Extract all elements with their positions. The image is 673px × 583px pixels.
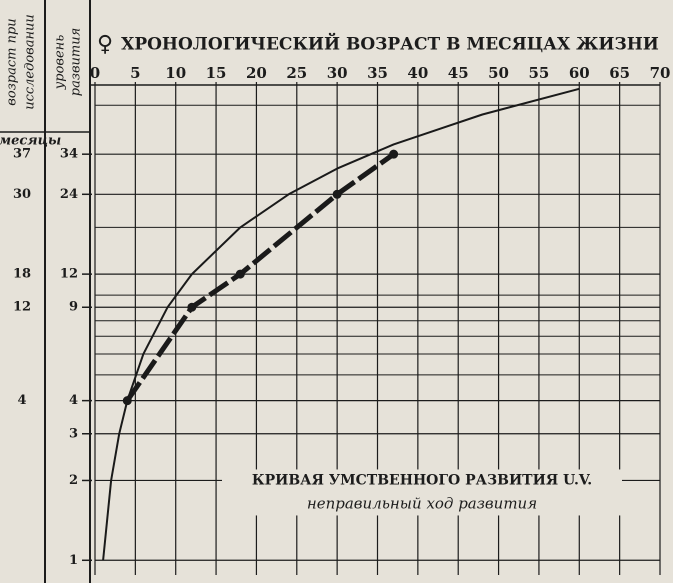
x-tick-label: 15 [206, 64, 227, 82]
column-header: развития [69, 28, 84, 96]
x-tick-label: 10 [165, 64, 186, 82]
x-tick-label: 40 [407, 64, 428, 82]
exam-age-label: 18 [13, 267, 31, 282]
x-tick-label: 70 [650, 64, 671, 82]
exam-age-label: 37 [13, 147, 31, 162]
annotation-background [222, 469, 622, 516]
column-header: уровень [53, 35, 68, 91]
x-tick-label: 35 [367, 64, 388, 82]
x-tick-label: 30 [327, 64, 348, 82]
exam-age-label: 12 [13, 300, 31, 315]
x-tick-label: 50 [488, 64, 509, 82]
x-tick-label: 5 [130, 64, 140, 82]
x-tick-label: 65 [609, 64, 630, 82]
annotation: КРИВАЯ УМСТВЕННОГО РАЗВИТИЯ U.V. [252, 472, 592, 488]
female-symbol: ♀ [97, 32, 113, 57]
y-tick-label: 2 [69, 473, 78, 488]
exam-age-label: 4 [17, 393, 26, 408]
y-tick-label: 4 [69, 393, 78, 408]
x-tick-label: 60 [569, 64, 590, 82]
y-tick-label: 9 [69, 300, 78, 315]
data-point [235, 269, 245, 279]
column-header: исследовании [23, 14, 38, 110]
exam-age-label: 30 [13, 187, 31, 202]
data-point [187, 302, 197, 312]
x-tick-label: 55 [528, 64, 549, 82]
x-tick-label: 25 [286, 64, 307, 82]
column-header: возраст при [5, 18, 20, 105]
data-point [332, 189, 342, 199]
chart-title: ХРОНОЛОГИЧЕСКИЙ ВОЗРАСТ В МЕСЯЦАХ ЖИЗНИ [121, 33, 659, 55]
y-tick-label: 3 [69, 426, 78, 441]
y-tick-label: 24 [60, 187, 78, 202]
development-curve [125, 152, 396, 403]
x-tick-label: 45 [448, 64, 469, 82]
y-tick-label: 12 [60, 267, 78, 282]
annotation: неправильный ход развития [307, 494, 537, 512]
norm-curve [102, 87, 580, 561]
y-tick-label: 1 [69, 553, 78, 568]
x-tick-label: 20 [246, 64, 267, 82]
data-point [389, 149, 399, 159]
units-label: месяцы [0, 134, 61, 149]
y-tick-label: 34 [60, 147, 78, 162]
x-tick-label: 0 [90, 64, 100, 82]
